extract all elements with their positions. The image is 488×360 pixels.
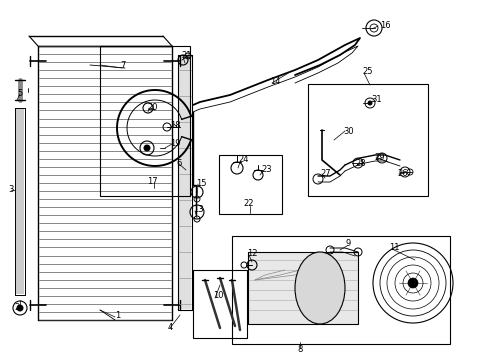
Text: 27: 27 <box>319 168 330 177</box>
Text: 22: 22 <box>243 199 254 208</box>
Text: 13: 13 <box>193 204 203 213</box>
Text: 4: 4 <box>168 324 173 333</box>
Text: 15: 15 <box>196 179 206 188</box>
Text: 19: 19 <box>170 139 180 148</box>
Circle shape <box>17 305 23 311</box>
Text: 1: 1 <box>115 310 120 320</box>
Circle shape <box>143 145 150 151</box>
Bar <box>219 155 282 214</box>
Bar <box>247 252 357 324</box>
Text: 25: 25 <box>361 68 372 77</box>
Text: 26: 26 <box>396 168 407 177</box>
Bar <box>193 270 246 338</box>
Bar <box>16 109 24 294</box>
Text: 30: 30 <box>342 126 353 135</box>
Text: 14: 14 <box>269 77 280 86</box>
Text: 23: 23 <box>261 166 271 175</box>
Text: 21: 21 <box>181 50 191 59</box>
Circle shape <box>407 278 417 288</box>
Text: 6: 6 <box>176 158 181 167</box>
Text: 9: 9 <box>345 239 349 248</box>
Text: 24: 24 <box>238 156 248 165</box>
Text: 17: 17 <box>146 176 157 185</box>
Bar <box>100 46 190 196</box>
Text: 11: 11 <box>388 243 399 252</box>
Text: 18: 18 <box>170 121 180 130</box>
Text: 7: 7 <box>120 62 125 71</box>
Text: 2: 2 <box>14 303 19 312</box>
Text: 12: 12 <box>246 248 257 257</box>
Bar <box>231 236 449 344</box>
Text: 16: 16 <box>379 21 390 30</box>
Bar <box>179 56 191 309</box>
Text: 20: 20 <box>147 103 157 112</box>
Text: 28: 28 <box>354 158 365 167</box>
Text: 5: 5 <box>17 90 22 99</box>
Text: 31: 31 <box>370 95 381 104</box>
Bar <box>307 84 427 196</box>
Ellipse shape <box>294 252 345 324</box>
Circle shape <box>367 101 371 105</box>
Text: 3: 3 <box>8 185 13 194</box>
Text: 10: 10 <box>213 292 223 301</box>
Text: 29: 29 <box>373 153 384 162</box>
Text: 8: 8 <box>297 346 302 355</box>
